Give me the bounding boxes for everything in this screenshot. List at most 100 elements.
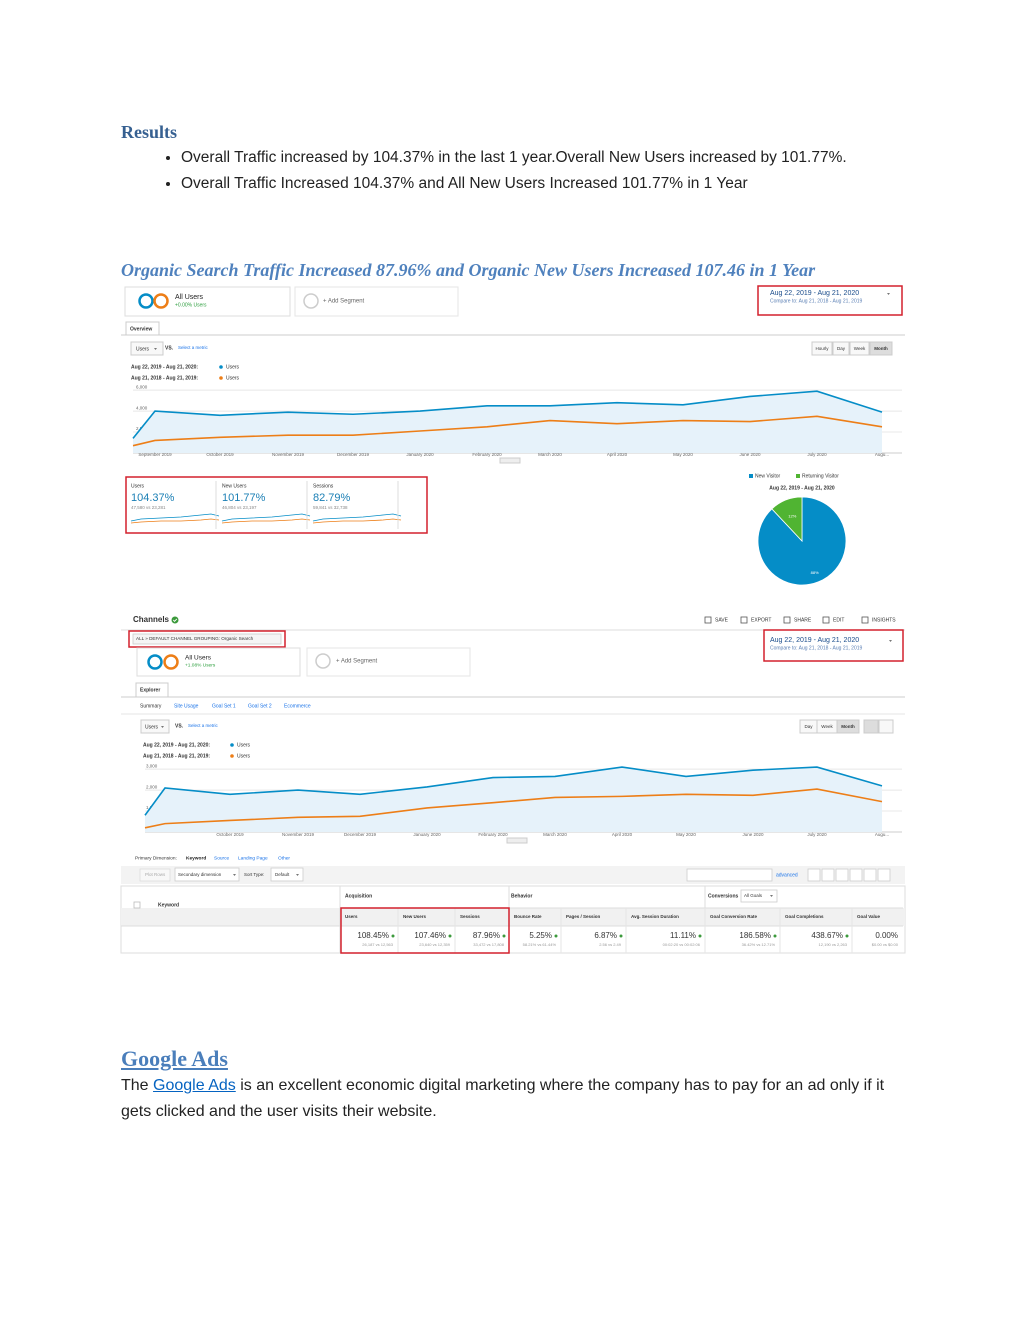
x-tick-label: May 2020 bbox=[676, 832, 696, 837]
column-header: Sessions bbox=[460, 914, 480, 919]
x-tick-label: January 2020 bbox=[406, 452, 434, 457]
caret bbox=[887, 293, 890, 295]
dropdown bbox=[130, 341, 164, 356]
x-tick-label: February 2020 bbox=[472, 452, 502, 457]
segment-icon bbox=[138, 293, 154, 309]
slice-label: 12% bbox=[788, 514, 796, 519]
button-label: Day bbox=[804, 724, 813, 729]
label: +0.00% Users bbox=[175, 302, 207, 308]
trend-dot bbox=[619, 934, 623, 938]
dropdown bbox=[740, 889, 778, 903]
cell-compare: 2.56 vs 2.49 bbox=[599, 942, 622, 947]
cell-compare: 12,190 vs 2,263 bbox=[819, 942, 848, 947]
drag-handle bbox=[506, 837, 528, 844]
slice-label: 88% bbox=[811, 570, 819, 575]
trend-dot bbox=[554, 934, 558, 938]
segment-icon bbox=[163, 654, 179, 670]
bullet-item: Overall Traffic Increased 104.37% and Al… bbox=[181, 171, 921, 197]
sparkline bbox=[312, 513, 402, 522]
dropdown bbox=[174, 867, 240, 882]
label: All Users bbox=[185, 655, 212, 662]
box bbox=[294, 286, 459, 317]
dropdown bbox=[140, 719, 170, 734]
toolbar-label: EXPORT bbox=[751, 617, 771, 623]
series-line bbox=[144, 788, 883, 829]
scorecard-label: Users bbox=[131, 483, 145, 489]
breadcrumb-text: ALL » DEFAULT CHANNEL GROUPING: Organic … bbox=[136, 636, 254, 641]
x-tick-label: July 2020 bbox=[807, 452, 827, 457]
check-mark bbox=[172, 618, 178, 622]
view-icon bbox=[849, 868, 863, 882]
column-header: Pages / Session bbox=[566, 914, 601, 919]
x-tick-label: June 2020 bbox=[739, 452, 761, 457]
legend-label: Users bbox=[226, 364, 240, 370]
scorecard-compare: 47,580 vs 23,281 bbox=[131, 505, 166, 510]
label: Users bbox=[145, 724, 159, 730]
series-line bbox=[132, 390, 883, 439]
group-header: Acquisition bbox=[345, 893, 372, 899]
legend-period: Aug 22, 2019 - Aug 21, 2020: bbox=[143, 742, 210, 748]
text: The bbox=[121, 1077, 149, 1094]
label: Aug 22, 2019 - Aug 21, 2020 bbox=[770, 290, 859, 297]
column-header: Keyword bbox=[158, 902, 179, 908]
scorecard-compare: 59,841 vs 32,738 bbox=[313, 505, 348, 510]
caret bbox=[770, 895, 773, 897]
highlight-box bbox=[340, 907, 510, 954]
button bbox=[139, 868, 171, 882]
caret bbox=[161, 726, 164, 728]
paragraph: The Google Ads is an excellent economic … bbox=[121, 1073, 911, 1125]
dimension-option: Other bbox=[278, 855, 290, 861]
column-header: Bounce Rate bbox=[514, 914, 542, 919]
trend-dot bbox=[391, 934, 395, 938]
sparkline bbox=[312, 518, 402, 524]
bullet-list: Overall Traffic increased by 104.37% in … bbox=[121, 145, 921, 197]
area-shading bbox=[133, 391, 882, 453]
add-icon bbox=[303, 293, 319, 309]
label: Select a metric bbox=[188, 723, 219, 728]
legend-swatch bbox=[749, 474, 753, 478]
legend-dot bbox=[230, 743, 234, 747]
label: Primary Dimension: bbox=[135, 855, 177, 861]
legend-label: Returning Visitor bbox=[802, 473, 839, 479]
cell-value: 438.67% bbox=[811, 931, 843, 940]
cell-compare: 23,640 vs 12,359 bbox=[419, 942, 450, 947]
column-header: Goal Completions bbox=[785, 914, 824, 919]
toolbar-label: SAVE bbox=[715, 617, 729, 623]
sparkline bbox=[130, 513, 220, 522]
x-tick-label: January 2020 bbox=[413, 832, 441, 837]
button bbox=[869, 341, 893, 356]
cell-value: 5.25% bbox=[529, 931, 552, 940]
label: Overview bbox=[130, 326, 152, 332]
scorecard-value: 104.37% bbox=[131, 492, 175, 504]
legend-period: Aug 21, 2018 - Aug 21, 2019: bbox=[143, 753, 210, 759]
x-tick-label: Augu... bbox=[875, 832, 889, 837]
link[interactable]: Google Ads bbox=[153, 1077, 236, 1094]
cell-value: 11.11% bbox=[670, 931, 696, 940]
cell-compare: 33,472 vs 17,808 bbox=[473, 942, 504, 947]
view-icon bbox=[877, 868, 891, 882]
button-label: Month bbox=[874, 346, 888, 351]
cell-value: 186.58% bbox=[739, 931, 771, 940]
column-header: Goal Value bbox=[857, 914, 881, 919]
text: is an excellent economic digital marketi… bbox=[121, 1077, 885, 1120]
box bbox=[306, 647, 471, 677]
button bbox=[849, 341, 870, 356]
subtab: Goal Set 1 bbox=[212, 703, 236, 709]
trend-dot bbox=[502, 934, 506, 938]
label: Users bbox=[136, 346, 150, 352]
legend-dot bbox=[219, 365, 223, 369]
cell-compare: 36.42% vs 12.71% bbox=[742, 942, 776, 947]
x-tick-label: June 2020 bbox=[742, 832, 764, 837]
caret bbox=[154, 348, 157, 350]
x-tick-label: October 2019 bbox=[206, 452, 234, 457]
icon-button bbox=[863, 719, 879, 734]
chart-subtitle: Aug 22, 2019 - Aug 21, 2020 bbox=[769, 485, 835, 491]
x-tick-label: March 2020 bbox=[538, 452, 562, 457]
toolbar-icon bbox=[740, 616, 748, 624]
y-tick-label: 3,000 bbox=[146, 763, 158, 768]
checkbox bbox=[133, 901, 141, 909]
x-tick-label: February 2020 bbox=[478, 832, 508, 837]
toolbar-label: SHARE bbox=[794, 617, 812, 623]
